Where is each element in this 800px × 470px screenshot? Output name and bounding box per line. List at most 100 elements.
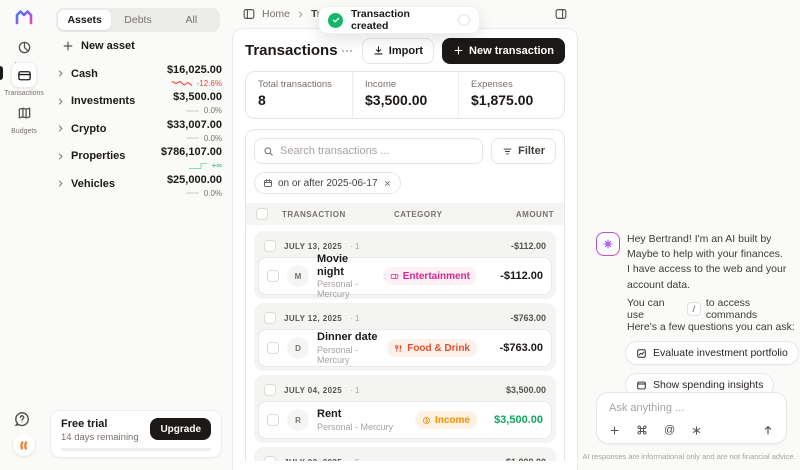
group-checkbox[interactable] [264, 456, 276, 461]
asset-name: Vehicles [71, 177, 116, 190]
toast-timer-icon[interactable] [458, 14, 470, 26]
column-transaction: TRANSACTION [282, 209, 346, 219]
transaction-amount: -$763.00 [499, 342, 543, 354]
suggestion-evaluate-investment-portfolio[interactable]: Evaluate investment portfolio [625, 341, 799, 365]
asset-row-properties[interactable]: Properties $786,107.00 +∞ [56, 143, 222, 171]
group-count: · 1 [350, 385, 360, 395]
import-button[interactable]: Import [361, 37, 435, 64]
ellipsis-icon [341, 49, 352, 52]
date-chip-label: on or after 2025-06-17 [278, 177, 378, 189]
group-total: -$763.00 [510, 313, 546, 323]
chart-icon [637, 348, 646, 358]
group-total: -$112.00 [510, 241, 546, 251]
ask-input[interactable]: Ask anything ... @ [596, 392, 787, 444]
merchant-avatar: R [287, 409, 309, 431]
category-badge[interactable]: Income [414, 411, 477, 429]
chevron-right-icon [58, 153, 63, 160]
new-transaction-button[interactable]: New transaction [442, 37, 565, 64]
sidebar-toggle-icon[interactable] [242, 7, 256, 21]
asset-value: $16,025.00 [166, 63, 222, 76]
slash-key: / [686, 302, 701, 316]
transaction-amount: -$112.00 [500, 270, 543, 282]
filter-icon [503, 148, 512, 154]
toast-message: Transaction created [351, 8, 410, 32]
transaction-row[interactable]: D Dinner date Personal - Mercury Food & Dri… [258, 329, 552, 367]
transaction-account: Personal - Mercury [317, 421, 394, 432]
new-asset-button[interactable]: New asset [62, 40, 135, 52]
chevron-right-icon [58, 70, 63, 77]
ticket-icon [390, 273, 399, 279]
plus-icon [63, 41, 73, 51]
select-all-checkbox[interactable] [256, 208, 268, 220]
asset-row-cash[interactable]: Cash $16,025.00 -12.6% [56, 60, 222, 88]
asset-change: 0.0% [203, 188, 222, 198]
command-icon[interactable] [636, 424, 648, 436]
icon-rail: HomeTransactionsBudgets [0, 0, 48, 470]
category-label: Food & Drink [407, 342, 470, 354]
asset-tabs: Assets Debts All [56, 8, 220, 32]
group-checkbox[interactable] [264, 312, 276, 324]
asset-name: Properties [71, 150, 126, 163]
transaction-row[interactable]: M Movie night Personal - Mercury Entertainm… [258, 253, 552, 299]
window-icon [637, 381, 646, 389]
merchant-avatar: D [287, 337, 309, 359]
upgrade-button[interactable]: Upgrade [150, 418, 211, 440]
asset-name: Cash [71, 67, 98, 80]
more-options-button[interactable] [340, 44, 354, 58]
asset-row-crypto[interactable]: Crypto $33,007.00 0.0% [56, 115, 222, 143]
plus-icon [454, 46, 463, 55]
asset-value: $786,107.00 [160, 146, 222, 159]
date-filter-chip[interactable]: on or after 2025-06-17 [254, 172, 401, 194]
tab-all[interactable]: All [185, 14, 198, 26]
asset-row-investments[interactable]: Investments $3,500.00 0.0% [56, 88, 222, 115]
sparkline-flat-icon [185, 192, 199, 194]
new-transaction-label: New transaction [469, 44, 554, 57]
chevron-right-icon [58, 125, 63, 132]
maybe-logo[interactable] [14, 8, 34, 26]
coin-icon [422, 416, 430, 424]
page-title: Transactions [245, 42, 338, 59]
category-badge[interactable]: Entertainment [382, 267, 477, 285]
category-label: Entertainment [402, 270, 470, 282]
group-checkbox[interactable] [264, 240, 276, 252]
help-button[interactable] [13, 410, 31, 428]
tab-assets[interactable]: Assets [58, 10, 112, 30]
close-icon[interactable] [383, 179, 392, 188]
row-checkbox[interactable] [267, 342, 279, 354]
success-check-icon [328, 12, 343, 28]
row-checkbox[interactable] [267, 270, 279, 282]
group-count: · 5 [350, 458, 359, 462]
asset-row-vehicles[interactable]: Vehicles $25,000.00 0.0% [56, 170, 222, 198]
summary-expenses: Expenses $1,875.00 [458, 72, 564, 118]
category-badge[interactable]: Food & Drink [387, 339, 477, 357]
attach-plus-icon[interactable] [609, 425, 620, 436]
sidebar-item-transactions[interactable]: Transactions [0, 62, 48, 97]
trial-progress-bar [61, 448, 211, 451]
group-total: -$1,000.00 [503, 457, 546, 461]
group-date: JULY 12, 2025 [284, 313, 343, 323]
summary-income: Income $3,500.00 [352, 72, 458, 118]
tab-debts[interactable]: Debts [124, 14, 152, 26]
search-icon [264, 146, 273, 156]
filter-button[interactable]: Filter [491, 138, 556, 164]
asset-list: Cash $16,025.00 -12.6% Investments $3,500.00… [56, 60, 222, 198]
brand-avatar[interactable] [13, 434, 35, 456]
breadcrumb-home[interactable]: Home [262, 8, 291, 20]
group-checkbox[interactable] [264, 384, 276, 396]
asterisk-icon[interactable] [691, 425, 702, 436]
ai-greeting: Hey Bertrand! I'm an AI built by Maybe t… [627, 233, 787, 291]
questions-intro: Here's a few questions you can ask: [627, 321, 795, 333]
right-panel-toggle-icon[interactable] [554, 7, 568, 21]
asset-value: $33,007.00 [166, 118, 222, 131]
asset-change: +∞ [211, 161, 222, 171]
import-label: Import [388, 44, 424, 57]
search-input[interactable]: Search transactions ... [254, 138, 484, 164]
group-date: JULY 02, 2025 [284, 458, 342, 462]
row-checkbox[interactable] [267, 414, 279, 426]
transaction-row[interactable]: R Rent Personal - Mercury Income $3,500.00 [258, 401, 552, 439]
mention-at-icon[interactable]: @ [664, 424, 676, 436]
transaction-account: Personal - Mercury [317, 279, 359, 300]
new-asset-label: New asset [81, 40, 135, 52]
send-arrow-up-icon[interactable] [762, 424, 774, 436]
sidebar-item-budgets[interactable]: Budgets [0, 100, 48, 135]
